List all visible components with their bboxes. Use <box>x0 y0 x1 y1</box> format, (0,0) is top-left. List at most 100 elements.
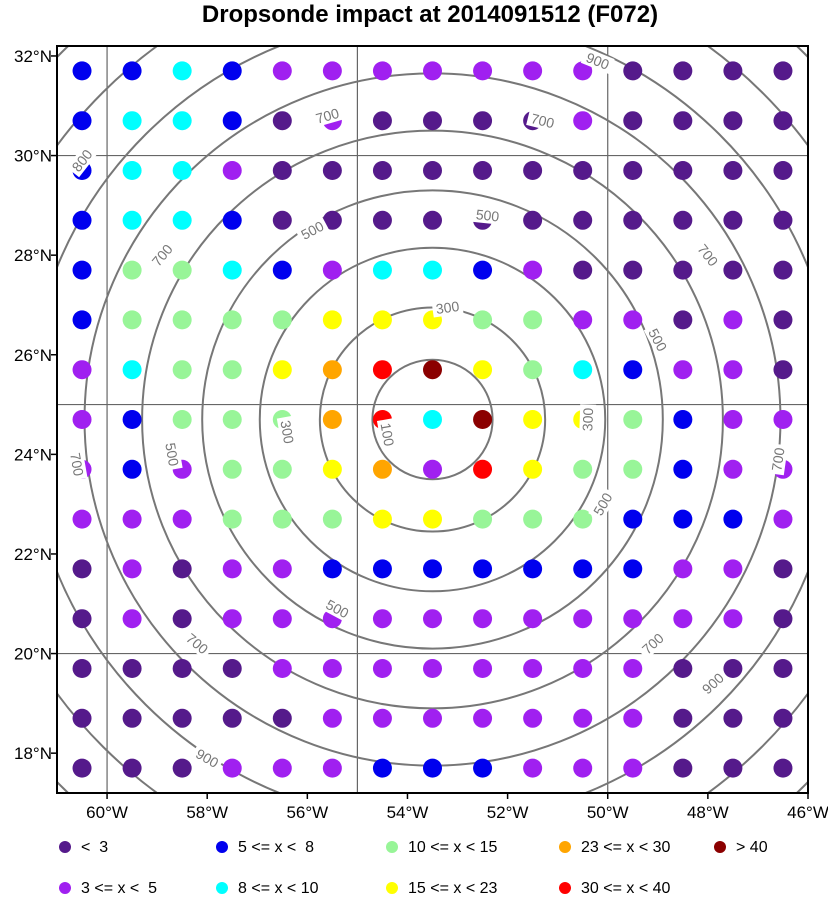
impact-point <box>222 559 242 579</box>
x-tick-label: 56°W <box>286 803 328 822</box>
legend: < 3 5 <= x < 8 10 <= x < 15 23 <= x < 30 > 4… <box>59 839 768 897</box>
impact-point <box>723 161 743 180</box>
impact-point <box>423 210 442 230</box>
contour-label-text: 300 <box>579 407 596 431</box>
contour-label-bg <box>310 103 344 128</box>
y-tick-label: 24°N <box>14 445 52 464</box>
impact-point <box>673 708 693 728</box>
impact-point <box>72 410 92 429</box>
y-tick-label: 18°N <box>14 744 52 763</box>
impact-point <box>573 360 593 380</box>
contour-label-10: 700 <box>310 103 344 128</box>
impact-point <box>122 559 142 579</box>
impact-point <box>773 360 793 380</box>
x-tick-label: 58°W <box>186 803 228 822</box>
impact-point <box>322 161 342 180</box>
impact-point <box>372 609 392 629</box>
impact-point <box>773 111 793 131</box>
impact-point <box>72 708 92 728</box>
impact-point <box>723 310 743 330</box>
impact-point <box>623 310 643 330</box>
impact-point <box>272 210 292 230</box>
legend-label: 3 <= x < 5 <box>81 880 157 897</box>
impact-point <box>222 61 242 81</box>
impact-point <box>423 360 442 380</box>
impact-point <box>473 410 493 429</box>
impact-point <box>222 111 242 131</box>
legend-marker <box>59 841 71 853</box>
impact-point <box>573 111 593 131</box>
impact-point <box>122 410 142 429</box>
impact-point <box>322 509 342 529</box>
legend-label: > 40 <box>736 839 768 856</box>
impact-point <box>673 758 693 778</box>
y-tick-label: 32°N <box>14 47 52 66</box>
contour-label-bg <box>146 238 178 272</box>
contour-label-text: 700 <box>314 105 341 127</box>
impact-point <box>322 758 342 778</box>
impact-point <box>423 659 442 678</box>
contour-label-bg <box>580 47 615 74</box>
impact-point <box>423 609 442 629</box>
plot-frame <box>56 45 809 794</box>
contour-label-bg <box>579 404 597 435</box>
legend-item: 8 <= x < 10 <box>216 880 319 897</box>
impact-point <box>573 310 593 330</box>
impact-point <box>172 509 192 529</box>
impact-point <box>322 310 342 330</box>
impact-point <box>272 659 292 678</box>
impact-point <box>272 459 292 479</box>
impact-point <box>723 659 743 678</box>
impact-point <box>623 609 643 629</box>
impact-point <box>623 360 643 380</box>
impact-point <box>222 459 242 479</box>
contour-label-bg <box>376 418 398 451</box>
contour-label-bg <box>295 216 330 245</box>
impact-point <box>673 659 693 678</box>
impact-point <box>423 111 442 131</box>
impact-point <box>272 161 292 180</box>
x-tick-label: 52°W <box>487 803 529 822</box>
impact-point <box>372 111 392 131</box>
impact-point <box>623 708 643 728</box>
y-tick-label: 26°N <box>14 346 52 365</box>
impact-point <box>673 509 693 529</box>
impact-point <box>573 210 593 230</box>
impact-point <box>673 310 693 330</box>
impact-point <box>172 559 192 579</box>
impact-point <box>573 161 593 180</box>
impact-point <box>72 758 92 778</box>
legend-marker <box>59 882 71 894</box>
impact-point <box>172 111 192 131</box>
contour-label-text: 700 <box>529 110 556 131</box>
impact-point <box>372 61 392 81</box>
impact-point <box>122 708 142 728</box>
impact-point <box>623 559 643 579</box>
impact-point <box>122 509 142 529</box>
contour-label-2: 300 <box>276 415 298 449</box>
impact-point <box>723 758 743 778</box>
impact-point <box>222 609 242 629</box>
impact-point <box>473 758 493 778</box>
legend-item: 5 <= x < 8 <box>216 839 314 856</box>
impact-point <box>523 459 543 479</box>
contour-label-1: 300 <box>431 297 464 318</box>
impact-point <box>222 708 242 728</box>
impact-point <box>372 509 392 529</box>
legend-marker <box>559 882 571 894</box>
legend-label: 10 <= x < 15 <box>408 839 498 856</box>
impact-point <box>423 260 442 280</box>
impact-point <box>773 758 793 778</box>
impact-point <box>473 659 493 678</box>
impact-point <box>172 659 192 678</box>
impact-point <box>272 360 292 380</box>
legend-marker <box>386 841 398 853</box>
impact-point <box>673 459 693 479</box>
impact-point <box>473 61 493 81</box>
contour-label-11: 700 <box>526 109 560 133</box>
impact-point <box>72 61 92 81</box>
x-tick-label: 48°W <box>687 803 729 822</box>
impact-point <box>423 61 442 81</box>
impact-point <box>72 509 92 529</box>
impact-points <box>72 61 793 778</box>
